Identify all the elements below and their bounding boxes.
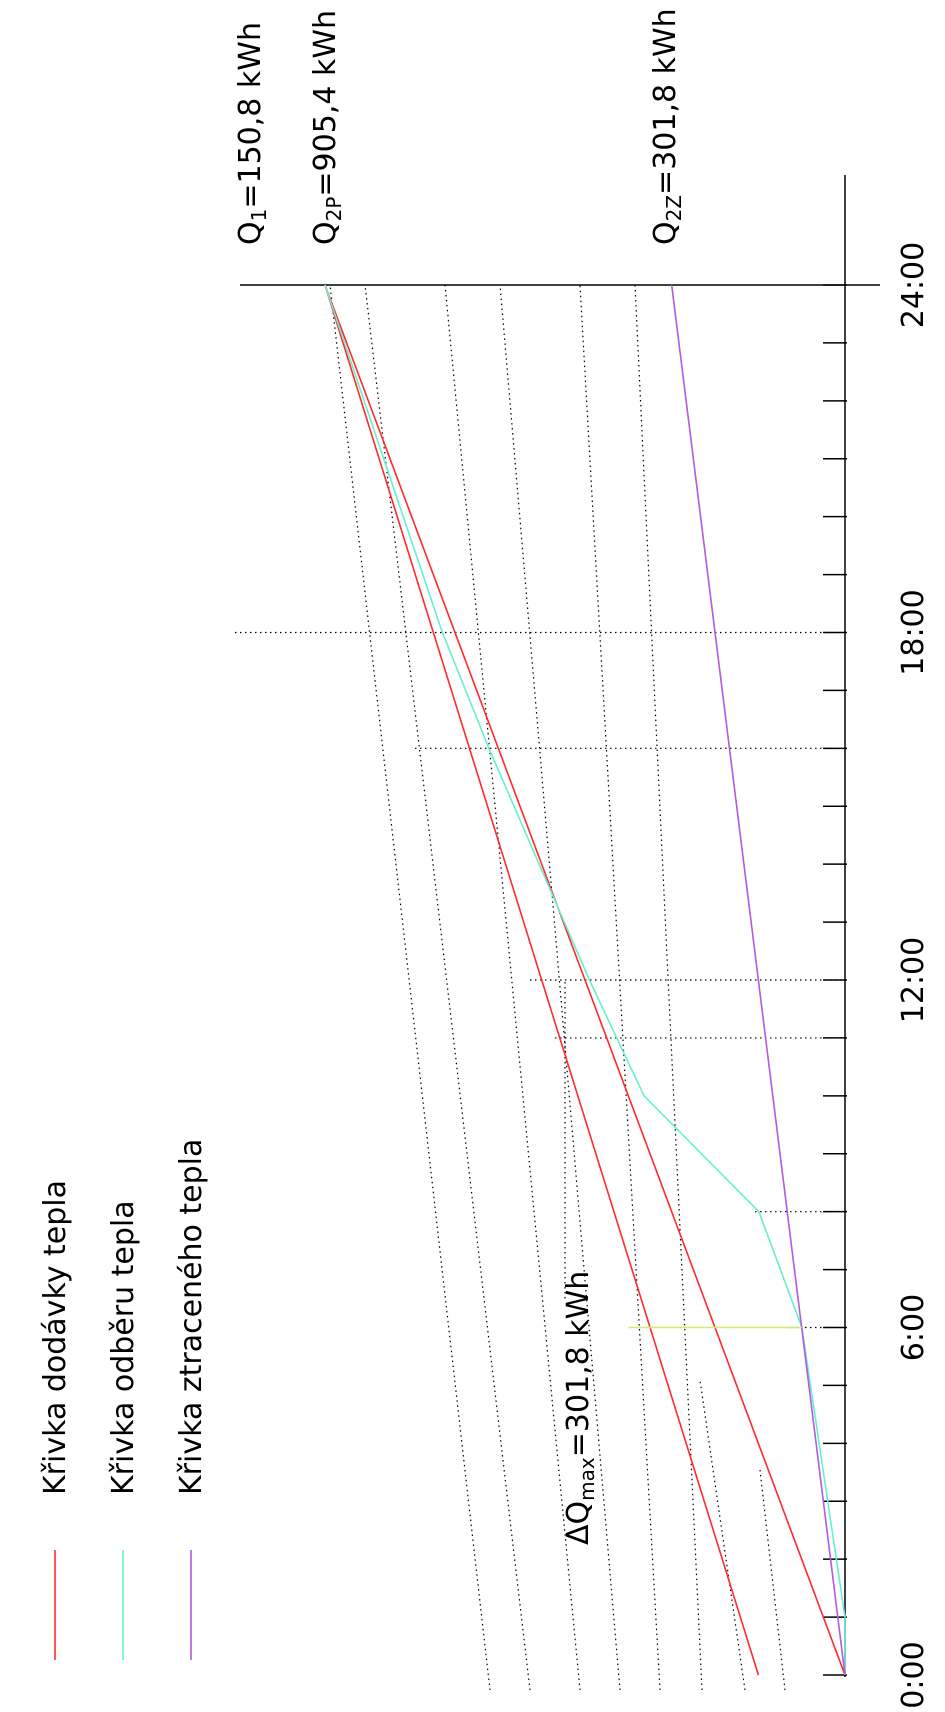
grid-line	[329, 284, 491, 1691]
grid-line	[699, 1379, 746, 1691]
legend-label: Křivka ztraceného tepla	[174, 1139, 209, 1495]
q1-label: Q1=150,8 kWh	[233, 22, 271, 245]
annotations: Q1=150,8 kWh Q2P=905,4 kWh Q2Z=301,8 kWh ΔQ…	[233, 8, 686, 1545]
dotted-grid	[235, 284, 845, 1691]
grid-line	[364, 284, 531, 1691]
legend: Křivka dodávky tepla Křivka odběru tepla K…	[38, 1139, 209, 1660]
tick-label: 6:00	[896, 1294, 931, 1361]
legend-label: Křivka odběru tepla	[106, 1200, 141, 1495]
grid-line	[499, 284, 621, 1691]
tick-label: 12:00	[896, 937, 931, 1023]
grid-line	[444, 284, 581, 1691]
tick-label: 0:00	[896, 1641, 931, 1708]
grid-line	[759, 1469, 786, 1691]
grid-line	[634, 284, 703, 1691]
q2p-label: Q2P=905,4 kWh	[308, 10, 346, 245]
series-line	[670, 284, 846, 1676]
legend-label: Křivka dodávky tepla	[38, 1180, 73, 1495]
q2z-label: Q2Z=301,8 kWh	[648, 8, 686, 245]
tick-label: 18:00	[896, 589, 931, 675]
tick-label: 24:00	[896, 242, 931, 328]
series-line	[324, 284, 846, 1675]
curves	[324, 284, 846, 1676]
time-axis: 0:00 6:00 12:00 18:00 24:00	[240, 175, 931, 1709]
delta-q-label: ΔQmax=301,8 kWh	[561, 1271, 599, 1545]
series-line	[324, 284, 760, 1676]
series-line	[324, 284, 846, 1676]
